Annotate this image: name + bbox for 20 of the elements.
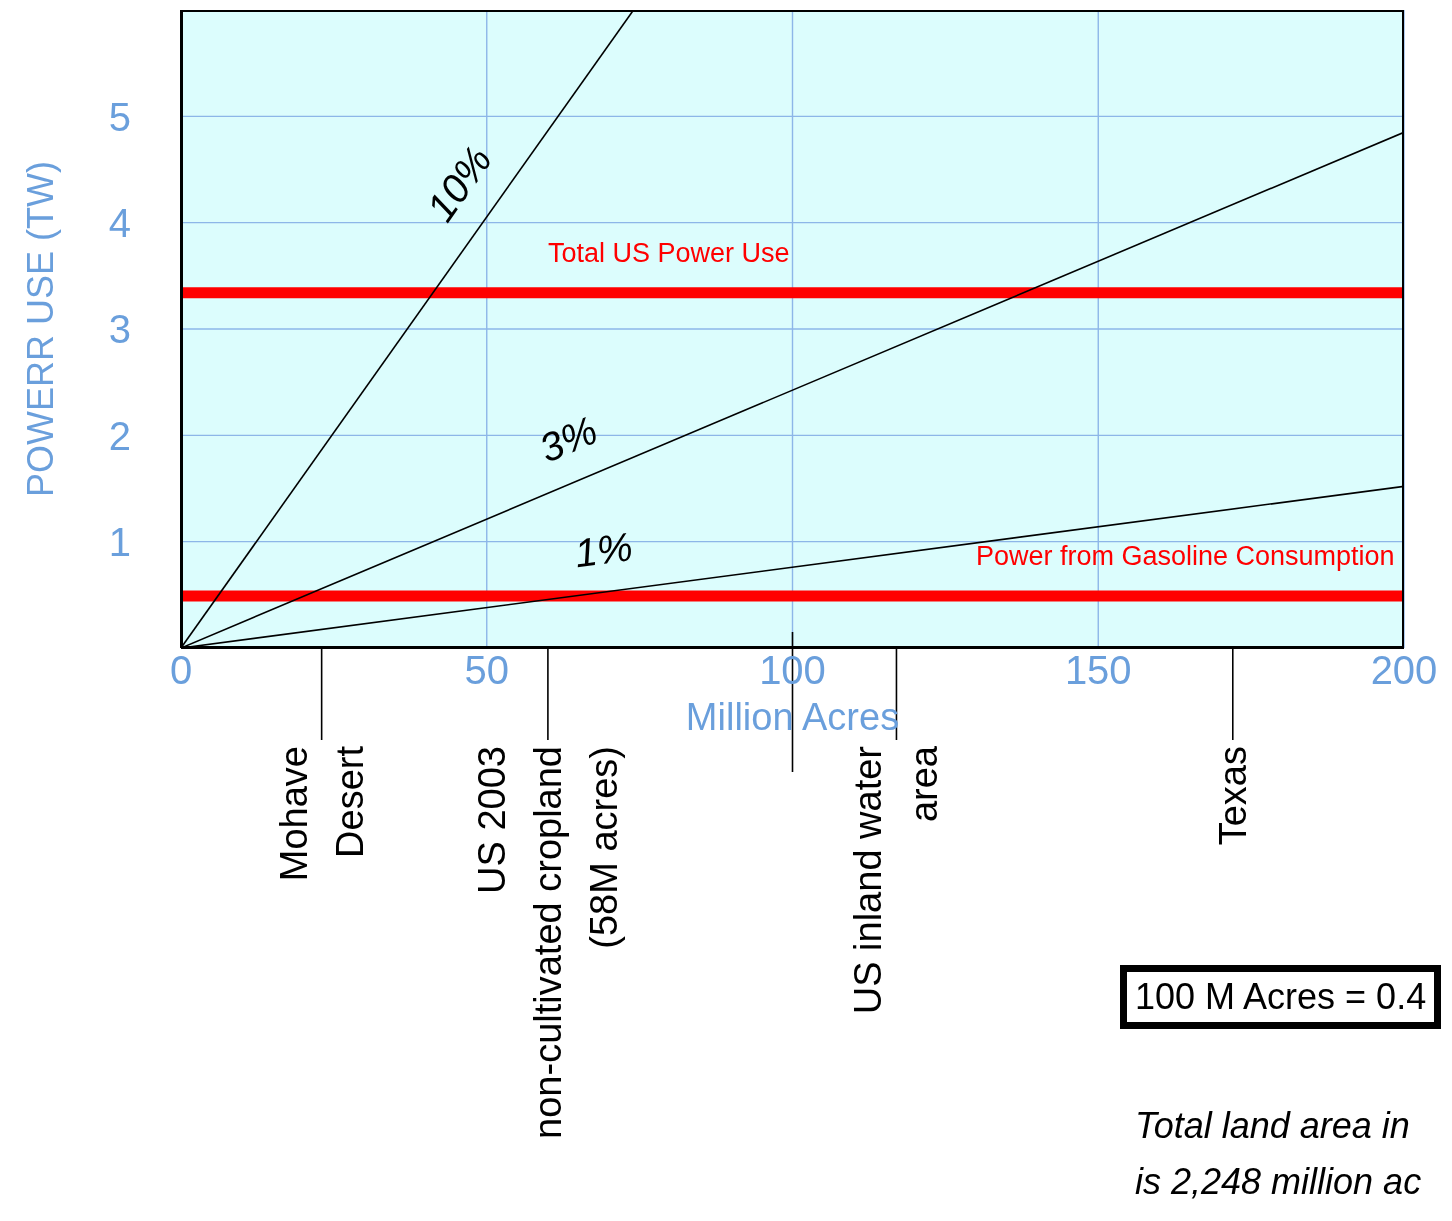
y-axis-title: POWERR USE (TW) [19,161,61,497]
text: 3% [533,407,604,471]
x-tick-label: 150 [1064,648,1132,693]
x-tick-label: 200 [1370,648,1438,693]
ref-line-label: Mohave Desert [272,745,371,882]
y-tick-label: 4 [108,200,131,245]
text: 100 M Acres = 0.4 [1120,965,1442,1029]
x-tick-label: 0 [169,648,193,693]
ref-line-label: US inland water area [847,745,946,1015]
ref-line-label: Power from Gasoline Consumption [975,540,1395,571]
text: Total land area in is 2,248 million ac [1135,1104,1422,1204]
ref-line-label: Texas [1211,746,1254,846]
ref-line-label: Total US Power Use [547,237,790,268]
ref-line-label: US 2003 non-cultivated cropland (58M acres) [470,746,625,1139]
y-tick-label: 5 [108,94,131,139]
text: 1% [572,524,636,576]
y-tick-label: 2 [108,413,131,458]
y-tick-label: 3 [108,307,131,352]
x-tick-label: 50 [464,648,509,693]
y-tick-label: 1 [108,519,131,564]
